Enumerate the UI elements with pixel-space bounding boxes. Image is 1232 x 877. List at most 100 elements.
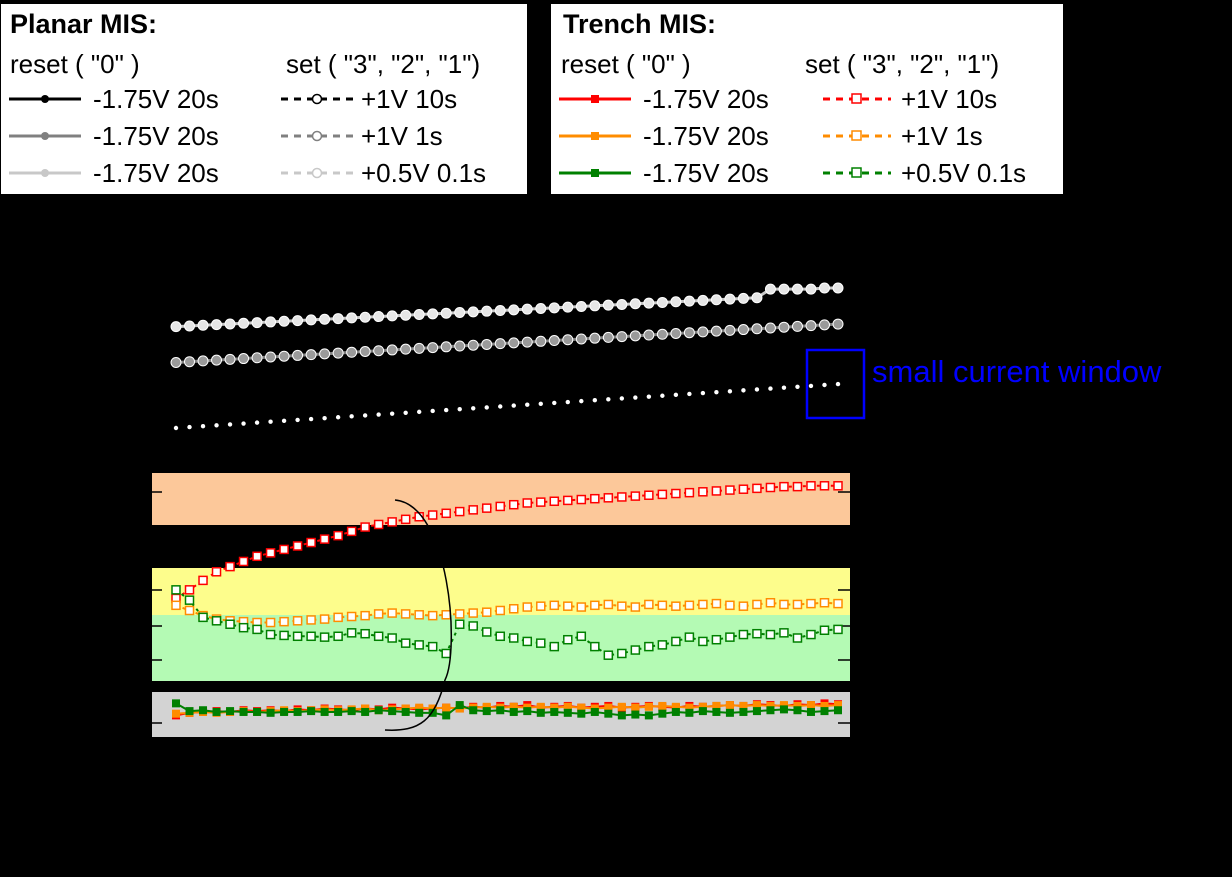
data-point — [698, 599, 708, 610]
data-point — [657, 600, 668, 611]
data-point — [346, 526, 357, 537]
data-point — [495, 501, 505, 512]
data-point — [414, 610, 424, 620]
data-point — [683, 295, 695, 307]
data-point — [779, 481, 789, 492]
data-point — [346, 628, 357, 638]
legend-set-symbol — [823, 130, 891, 141]
data-point — [373, 631, 384, 642]
data-point — [481, 503, 492, 513]
data-point — [575, 300, 587, 312]
legend-reset-symbol — [9, 169, 81, 177]
data-point — [616, 298, 628, 310]
data-point — [630, 645, 641, 655]
data-point — [238, 622, 249, 633]
data-point — [658, 709, 667, 718]
data-point — [481, 338, 493, 350]
data-point — [673, 392, 679, 398]
data-point — [589, 332, 601, 344]
data-point — [751, 323, 763, 335]
data-point — [197, 319, 209, 331]
data-point — [252, 551, 262, 562]
legend-set-label: +0.5V 0.1s — [361, 158, 487, 188]
data-point — [834, 706, 842, 715]
data-point — [416, 409, 422, 415]
data-point — [457, 406, 462, 412]
data-point — [725, 701, 734, 710]
data-point — [525, 402, 530, 407]
data-point — [467, 306, 479, 318]
legend-set-header: set ( "3", "2", "1") — [286, 49, 481, 79]
data-point — [656, 296, 668, 308]
data-point — [738, 629, 749, 640]
legend-title: Trench MIS: — [563, 9, 717, 39]
data-point — [226, 707, 235, 716]
data-point — [687, 391, 692, 397]
data-point — [604, 709, 613, 718]
data-point — [806, 701, 815, 710]
data-point — [401, 707, 410, 716]
data-point — [550, 703, 559, 712]
data-point — [833, 624, 843, 635]
data-point — [698, 487, 708, 497]
data-point — [200, 424, 206, 429]
data-point — [752, 599, 762, 610]
data-point — [764, 322, 776, 334]
data-point — [389, 411, 395, 416]
data-point — [697, 326, 709, 338]
data-point — [766, 701, 775, 710]
data-point — [592, 398, 598, 403]
data-point — [819, 481, 830, 491]
data-point — [765, 629, 776, 640]
series-planar-set-2 — [173, 381, 841, 431]
data-point — [333, 612, 343, 623]
data-point — [279, 544, 289, 555]
data-point — [629, 298, 641, 310]
legend-set-label: +1V 1s — [361, 121, 443, 151]
data-point — [239, 707, 248, 716]
data-point — [549, 496, 560, 507]
data-point — [633, 395, 638, 400]
data-point — [752, 701, 761, 710]
data-point — [644, 599, 654, 610]
data-point — [818, 319, 830, 331]
data-point — [278, 315, 290, 327]
data-point — [657, 640, 668, 650]
data-point — [306, 537, 316, 548]
data-point — [224, 353, 236, 365]
data-point — [522, 636, 533, 647]
data-point — [603, 650, 614, 660]
data-point — [280, 707, 289, 716]
data-point — [360, 628, 370, 639]
data-point — [211, 319, 223, 331]
data-point — [403, 410, 408, 415]
data-point — [536, 601, 546, 611]
data-point — [224, 318, 236, 330]
data-point — [373, 609, 384, 619]
data-point — [170, 356, 182, 368]
data-point — [454, 506, 465, 517]
data-point — [714, 389, 719, 395]
data-point — [496, 706, 505, 715]
data-point — [333, 631, 343, 642]
data-point — [629, 330, 641, 342]
legend-reset-label: -1.75V 20s — [643, 158, 769, 188]
data-point — [509, 633, 519, 643]
data-point — [376, 412, 381, 417]
data-point — [670, 327, 682, 339]
data-point — [724, 293, 736, 305]
data-point — [590, 493, 600, 504]
data-point — [712, 701, 721, 710]
data-point — [441, 610, 451, 620]
data-point — [170, 321, 182, 333]
data-point — [454, 619, 465, 629]
data-point — [698, 702, 707, 711]
data-point — [292, 541, 303, 551]
data-point — [387, 517, 397, 527]
data-point — [656, 328, 668, 340]
data-point — [428, 704, 437, 713]
data-point — [199, 706, 208, 715]
data-point — [292, 616, 303, 626]
data-point — [361, 707, 370, 716]
data-point — [711, 598, 722, 609]
